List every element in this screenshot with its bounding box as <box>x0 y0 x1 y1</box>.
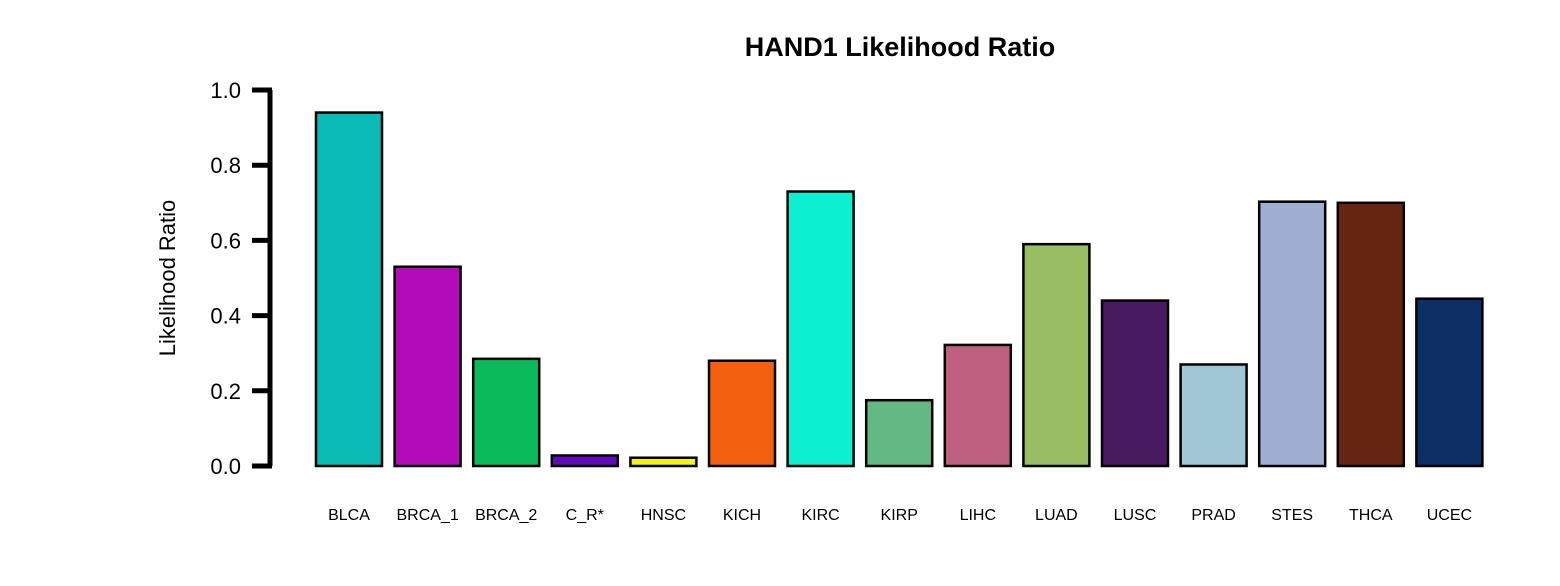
x-tick-label: UCEC <box>1427 507 1472 524</box>
y-tick-label: 0.0 <box>210 454 241 479</box>
chart-title: HAND1 Likelihood Ratio <box>745 32 1056 62</box>
y-axis-label: Likelihood Ratio <box>155 200 180 357</box>
bar-brca-1 <box>393 265 462 468</box>
bar-stes <box>1257 200 1327 468</box>
bar-blca <box>314 111 384 468</box>
bar-kirc <box>786 190 855 468</box>
y-tick-label: 1.0 <box>210 78 241 103</box>
y-axis: 0.0 0.2 0.4 0.6 0.8 1.0 <box>210 78 273 479</box>
x-tick-label: PRAD <box>1191 507 1235 524</box>
x-tick-label: KICH <box>723 507 761 524</box>
x-tick-label: STES <box>1271 507 1313 524</box>
x-tick-label: LUSC <box>1114 507 1157 524</box>
bars <box>314 111 1484 468</box>
bar-lusc <box>1100 299 1170 468</box>
bar-kich <box>707 359 777 468</box>
x-tick-label: THCA <box>1349 507 1393 524</box>
bar-thca <box>1336 201 1406 468</box>
x-tick-label: KIRP <box>881 507 918 524</box>
y-tick-label: 0.8 <box>210 153 241 178</box>
y-tick-label: 0.6 <box>210 228 241 253</box>
bar-kirp <box>864 398 934 468</box>
x-axis-ticks: BLCA BRCA_1 BRCA_2 C_R* HNSC KICH KIRC KIRP LIHC… <box>328 507 1472 524</box>
x-tick-label: BLCA <box>328 507 370 524</box>
x-tick-label: BRCA_2 <box>475 507 537 524</box>
x-tick-label: LIHC <box>960 507 996 524</box>
x-tick-label: KIRC <box>801 507 839 524</box>
y-tick-label: 0.2 <box>210 379 241 404</box>
bar-c-r <box>550 454 620 468</box>
bar-lihc <box>943 343 1013 468</box>
x-tick-label: HNSC <box>641 507 686 524</box>
x-tick-label: BRCA_1 <box>396 507 458 524</box>
y-tick-label: 0.4 <box>210 304 241 329</box>
x-tick-label: LUAD <box>1035 507 1078 524</box>
bar-prad <box>1179 363 1248 468</box>
bar-luad <box>1022 242 1091 468</box>
bar-hnsc <box>629 456 698 468</box>
x-tick-label: C_R* <box>566 507 604 524</box>
bar-ucec <box>1415 297 1484 468</box>
bar-brca-2 <box>471 357 541 468</box>
